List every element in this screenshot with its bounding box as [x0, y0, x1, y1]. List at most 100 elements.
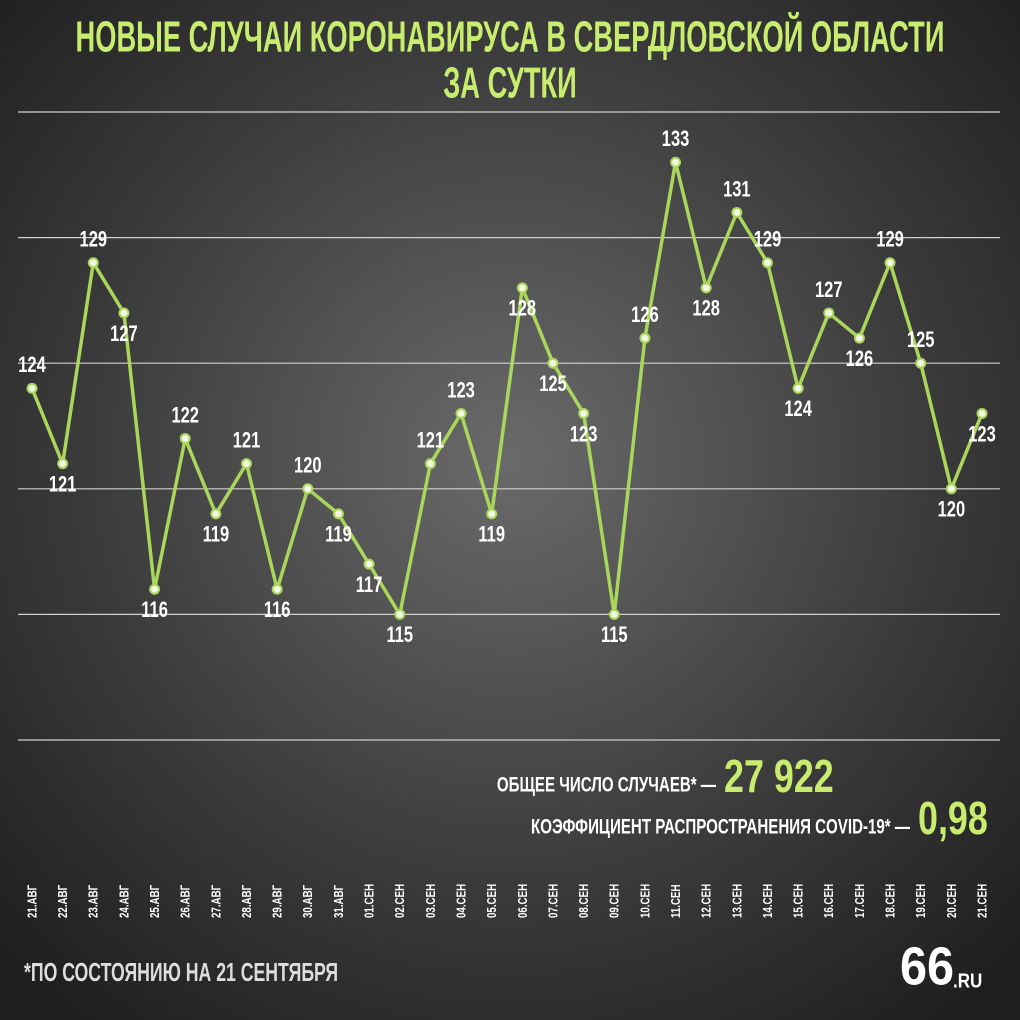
data-point — [731, 206, 743, 218]
x-tick-label: 22.АВГ — [57, 884, 71, 918]
x-tick-label: 19.СЕН — [915, 884, 929, 918]
data-point — [363, 558, 375, 570]
value-label: 131 — [723, 177, 751, 202]
data-point — [118, 307, 130, 319]
value-label: 127 — [110, 322, 138, 347]
data-point — [516, 282, 528, 294]
x-tick-label: 02.СЕН — [394, 884, 408, 918]
value-label: 126 — [631, 303, 659, 328]
logo: .RU — [953, 969, 982, 992]
data-point — [915, 357, 927, 369]
x-tick-label: 21.АВГ — [26, 884, 40, 918]
value-label: 121 — [49, 472, 77, 497]
value-label: 121 — [233, 428, 261, 453]
chart-title: НОВЫЕ СЛУЧАИ КОРОНАВИРУСА В СВЕРДЛОВСКОЙ… — [76, 11, 945, 61]
x-tick-label: 29.АВГ — [271, 884, 285, 918]
data-point — [455, 407, 467, 419]
annotation-label: КОЭФФИЦИЕНТ РАСПРОСТРАНЕНИЯ COVID-19* — — [531, 814, 911, 838]
value-label: 129 — [80, 227, 108, 252]
data-point — [149, 583, 161, 595]
data-point — [853, 332, 865, 344]
value-label: 124 — [784, 397, 812, 422]
x-tick-label: 17.СЕН — [854, 884, 868, 918]
x-tick-label: 25.АВГ — [149, 884, 163, 918]
annotation-label: ОБЩЕЕ ЧИСЛО СЛУЧАЕВ* — — [497, 772, 717, 796]
value-label: 120 — [294, 453, 322, 478]
x-tick-label: 01.СЕН — [363, 884, 377, 918]
value-label: 115 — [601, 623, 628, 648]
x-tick-label: 06.СЕН — [517, 884, 531, 918]
data-point — [578, 407, 590, 419]
data-point — [26, 382, 38, 394]
value-label: 123 — [968, 422, 996, 447]
x-tick-label: 18.СЕН — [884, 884, 898, 918]
value-label: 120 — [938, 497, 966, 522]
annotation-value: 0,98 — [918, 793, 988, 844]
data-point — [547, 357, 559, 369]
data-point — [57, 458, 69, 470]
annotation-value: 27 922 — [724, 751, 834, 802]
x-tick-label: 24.АВГ — [118, 884, 132, 918]
footnote: *ПО СОСТОЯНИЮ НА 21 СЕНТЯБРЯ — [24, 957, 338, 986]
value-label: 117 — [356, 573, 383, 598]
data-point — [670, 156, 682, 168]
value-label: 116 — [141, 598, 168, 623]
data-point — [424, 458, 436, 470]
x-tick-label: 26.АВГ — [179, 884, 193, 918]
value-label: 123 — [570, 422, 598, 447]
data-point — [332, 508, 344, 520]
x-tick-label: 11.СЕН — [670, 884, 684, 918]
x-tick-label: 13.СЕН — [731, 884, 745, 918]
value-label: 119 — [203, 523, 230, 548]
data-line — [30, 160, 984, 617]
data-point — [271, 583, 283, 595]
x-tick-label: 15.СЕН — [792, 884, 806, 918]
value-label: 122 — [171, 403, 199, 428]
x-tick-label: 14.СЕН — [762, 884, 776, 918]
x-tick-label: 08.СЕН — [578, 884, 592, 918]
value-label: 119 — [325, 523, 352, 548]
x-tick-label: 20.СЕН — [946, 884, 960, 918]
value-label: 124 — [18, 353, 46, 378]
data-point — [884, 257, 896, 269]
x-tick-label: 23.АВГ — [88, 884, 102, 918]
value-label: 126 — [846, 347, 874, 372]
data-point — [486, 508, 498, 520]
x-tick-label: 12.СЕН — [700, 884, 714, 918]
x-tick-label: 16.СЕН — [823, 884, 837, 918]
x-tick-label: 09.СЕН — [609, 884, 623, 918]
data-point — [87, 257, 99, 269]
value-label: 123 — [447, 378, 475, 403]
value-label: 119 — [478, 523, 505, 548]
x-tick-label: 04.СЕН — [455, 884, 469, 918]
data-point — [761, 257, 773, 269]
data-point — [639, 332, 651, 344]
value-label: 128 — [509, 296, 537, 321]
data-point — [608, 608, 620, 620]
data-point — [302, 483, 314, 495]
value-label: 133 — [662, 127, 690, 152]
data-point — [179, 433, 191, 445]
x-tick-label: 21.СЕН — [976, 884, 990, 918]
x-tick-label: 07.СЕН — [547, 884, 561, 918]
x-tick-label: 31.АВГ — [333, 884, 347, 918]
x-tick-label: 05.СЕН — [486, 884, 500, 918]
data-point — [823, 307, 835, 319]
data-point — [945, 483, 957, 495]
value-label: 116 — [264, 598, 291, 623]
value-label: 125 — [907, 328, 935, 353]
value-label: 129 — [754, 227, 782, 252]
value-label: 125 — [539, 372, 567, 397]
value-label: 121 — [417, 428, 445, 453]
data-point — [241, 458, 253, 470]
value-label: 129 — [876, 227, 904, 252]
chart-title: ЗА СУТКИ — [443, 58, 577, 107]
value-label: 127 — [815, 278, 843, 303]
data-point — [394, 608, 406, 620]
value-label: 115 — [386, 623, 413, 648]
data-point — [792, 382, 804, 394]
data-point — [210, 508, 222, 520]
x-tick-label: 10.СЕН — [639, 884, 653, 918]
